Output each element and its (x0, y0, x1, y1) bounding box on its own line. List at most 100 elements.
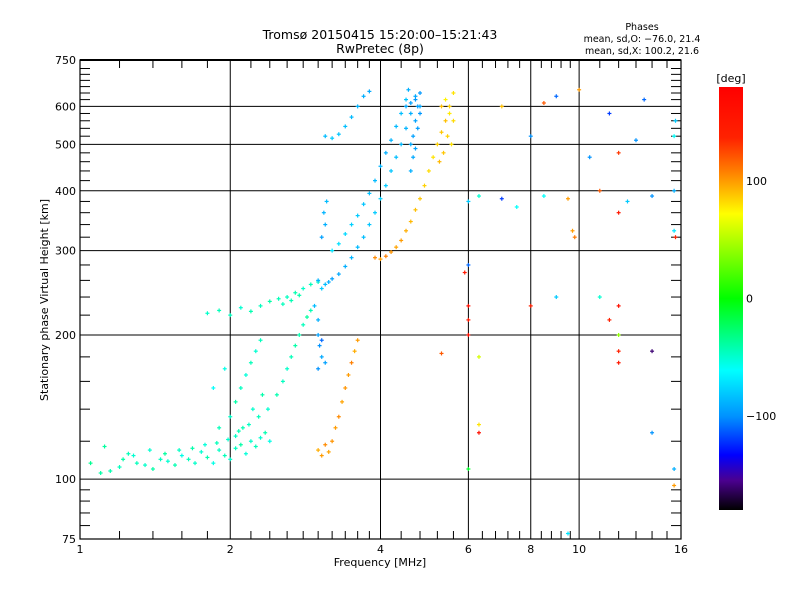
data-point (399, 111, 404, 116)
data-point (447, 104, 452, 109)
data-point (399, 142, 404, 147)
data-point (476, 430, 481, 435)
data-point (541, 100, 546, 105)
data-point (343, 385, 348, 390)
data-point (258, 303, 263, 308)
data-point (108, 468, 113, 473)
data-point (673, 118, 678, 123)
data-point (126, 451, 131, 456)
colorbar-tick-labels: 100 0 −100 (746, 175, 776, 423)
y-tick-label: 400 (55, 185, 76, 198)
data-point (408, 168, 413, 173)
data-point (293, 290, 298, 295)
data-point (439, 130, 444, 135)
data-point (326, 449, 331, 454)
data-point (572, 235, 577, 240)
y-tick-label: 200 (55, 329, 76, 342)
data-point (404, 104, 409, 109)
data-point (466, 199, 471, 204)
data-point (228, 313, 233, 318)
data-point (616, 150, 621, 155)
data-point (435, 142, 440, 147)
data-point (437, 159, 442, 164)
data-point (238, 442, 243, 447)
data-point (323, 282, 328, 287)
x-axis-label: Frequency [MHz] (334, 556, 426, 569)
data-point (346, 372, 351, 377)
data-point (250, 407, 255, 412)
data-point (642, 97, 647, 102)
data-point (404, 97, 409, 102)
data-point (408, 111, 413, 116)
data-point (316, 317, 321, 322)
data-point (330, 276, 335, 281)
data-point (134, 461, 139, 466)
data-point (226, 437, 231, 442)
data-point (466, 332, 471, 337)
data-point (373, 255, 378, 260)
data-point (554, 94, 559, 99)
colorbar (719, 87, 743, 510)
data-point (367, 222, 372, 227)
data-point (476, 354, 481, 359)
data-point (672, 134, 677, 139)
data-point (411, 155, 416, 160)
data-point (297, 293, 302, 298)
data-point (355, 245, 360, 250)
y-tick-labels: 75 100 200 300 400 500 600 750 (55, 54, 76, 546)
data-point (570, 228, 575, 233)
data-point (616, 303, 621, 308)
data-point (172, 463, 177, 468)
data-point (319, 354, 324, 359)
data-point (577, 87, 582, 92)
data-point (265, 407, 270, 412)
data-point (246, 422, 251, 427)
data-point (285, 366, 290, 371)
data-point (355, 104, 360, 109)
data-point (228, 457, 233, 462)
data-point (276, 296, 281, 301)
data-point (131, 453, 136, 458)
data-point (121, 457, 126, 462)
data-point (316, 366, 321, 371)
data-point (88, 461, 93, 466)
grid-lines (80, 60, 681, 539)
data-point (625, 199, 630, 204)
data-point (528, 303, 533, 308)
data-point (258, 435, 263, 440)
data-point (321, 210, 326, 215)
data-point (308, 308, 313, 313)
data-point (248, 360, 253, 365)
data-point (319, 453, 324, 458)
data-point (418, 104, 423, 109)
data-point (607, 111, 612, 116)
data-point (233, 434, 238, 439)
data-point (301, 322, 306, 327)
data-point (193, 461, 198, 466)
chart-subtitle: RwPretec (8p) (336, 41, 424, 56)
data-point (243, 372, 248, 377)
data-point (330, 136, 335, 141)
data-point (253, 349, 258, 354)
data-point (355, 213, 360, 218)
data-point (514, 204, 519, 209)
data-point (413, 207, 418, 212)
x-tick-labels: 1 2 4 6 8 10 16 (77, 543, 689, 556)
data-point (607, 317, 612, 322)
data-point (361, 202, 366, 207)
data-point (439, 104, 444, 109)
data-point (355, 338, 360, 343)
x-tick-label: 6 (465, 543, 472, 556)
data-point (413, 146, 418, 151)
data-point (248, 309, 253, 314)
data-point (673, 235, 678, 240)
data-point (394, 124, 399, 129)
data-point (413, 118, 418, 123)
data-point (378, 164, 383, 169)
data-point (217, 308, 222, 313)
data-point (323, 442, 328, 447)
data-point (383, 150, 388, 155)
data-point (205, 455, 210, 460)
data-point (449, 142, 454, 147)
